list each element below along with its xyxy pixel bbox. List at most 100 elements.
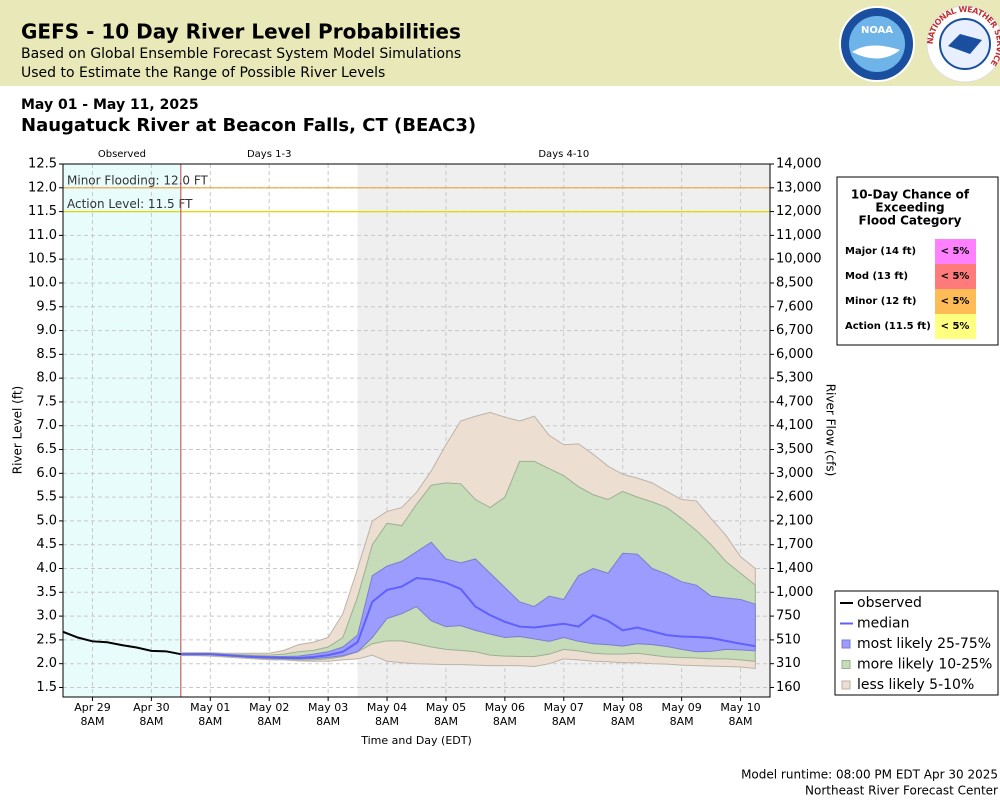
y2-tick-label: 160 [776,680,801,695]
legend-label: observed [857,595,922,611]
chance-value: < 5% [941,271,970,282]
x-tick-day: May 06 [485,701,525,714]
legend-label: more likely 10-25% [857,657,992,673]
x-tick-day: May 07 [544,701,584,714]
y2-tick-label: 14,000 [776,157,822,172]
y-tick-label: 4.5 [36,537,57,552]
y2-tick-label: 750 [776,609,801,624]
x-tick-label: May 01 8AM [190,701,230,728]
x-tick-day: May 03 [308,701,348,714]
x-tick-label: May 07 8AM [544,701,584,728]
y2-tick-label: 12,000 [776,204,822,219]
chance-cell [935,239,976,264]
plot-frame [62,163,771,698]
legend-box [834,590,999,696]
y2-tick-label: 4,700 [776,394,813,409]
x-tick-day: May 10 [720,701,760,714]
section-label: Days 4-10 [538,149,589,160]
flood-table: 10-Day Chance of Exceeding Flood Categor… [836,176,999,346]
plot: Observed Days 1-3 Days 4-10 1.5 2.0 2.5 3.0 3.5… [11,149,838,747]
date-range: May 01 - May 11, 2025 [21,97,199,113]
line [62,630,182,656]
y-tick-label: 8.0 [36,371,57,386]
y2-tick-label: 6,700 [776,323,813,338]
chance-cell [935,314,976,339]
noaa-logo: NOAA [839,6,915,82]
flood-table-title: 10-Day Chance of [851,188,970,202]
x-tick-label: May 09 8AM [662,701,702,728]
y2-tick-label: 1,700 [776,537,813,552]
y2-tick-label: 6,000 [776,347,813,362]
legend-label: most likely 25-75% [857,636,991,652]
y2-tick-label: 510 [776,632,801,647]
y-tick-label: 2.0 [36,656,57,671]
x-tick-day: May 01 [190,701,230,714]
flood-table-rows: Major (14 ft) < 5% Mod (13 ft) < 5% Minor (1… [845,239,976,339]
x-tick-hour: 8AM [139,715,163,728]
footer-center: Northeast River Forecast Center [805,784,998,798]
threshold-label: Minor Flooding: 12.0 FT [67,173,209,187]
category-label: Minor (12 ft) [845,296,916,307]
x-tick-label: May 08 8AM [603,701,643,728]
title: GEFS - 10 Day River Level Probabilities [21,20,461,44]
x-tick-hour: 8AM [611,715,635,728]
y-tick-label: 3.0 [36,609,57,624]
flood-table-title: Exceeding [875,201,944,215]
y2-tick-label: 1,000 [776,585,813,600]
y-tick-label: 7.5 [36,394,57,409]
y-tick-label: 11.5 [28,204,57,219]
y-tick-label: 6.5 [36,442,57,457]
y-tick-label: 10.0 [28,275,57,290]
category-label: Action (11.5 ft) [845,321,931,332]
category-label: Mod (13 ft) [845,271,908,282]
category-label: Major (14 ft) [845,246,916,257]
x-tick-label: May 04 8AM [367,701,407,728]
header-band [0,0,1000,86]
y2-tick-label: 3,500 [776,442,813,457]
legend: observed median most likely 25-75% more lik… [834,590,999,696]
x-tick-day: May 04 [367,701,407,714]
y2-tick-label: 7,600 [776,299,813,314]
x-tick-hour: 8AM [80,715,104,728]
section-label: Days 1-3 [247,149,291,160]
y-tick-label: 1.5 [36,680,57,695]
x-tick-label: May 06 8AM [485,701,525,728]
y2-tick-label: 10,000 [776,252,822,267]
y2-tick-label: 8,500 [776,275,813,290]
y2-tick-label: 2,100 [776,513,813,528]
x-tick-hour: 8AM [257,715,281,728]
section-shade [63,164,181,697]
chance-value: < 5% [941,321,970,332]
nws-logo: NATIONAL WEATHER SERVICE [925,4,1000,83]
legend-label: less likely 5-10% [857,677,974,693]
x-axis-label: Time and Day (EDT) [360,734,472,747]
x-tick-hour: 8AM [316,715,340,728]
y-tick-label: 8.5 [36,347,57,362]
x-tick-hour: 8AM [434,715,458,728]
chance-value: < 5% [941,296,970,307]
y-tick-label: 9.5 [36,299,57,314]
band [180,541,756,660]
x-tick-label: May 02 8AM [249,701,289,728]
x-tick-hour: 8AM [198,715,222,728]
x-tick-day: May 05 [426,701,466,714]
chance-value: < 5% [941,246,970,257]
y-tick-label: 5.0 [36,513,57,528]
subtitle: Used to Estimate the Range of Possible R… [21,65,385,81]
y-axis-label: River Level (ft) [11,386,25,474]
y-tick-label: 11.0 [28,228,57,243]
y2-tick-label: 13,000 [776,180,822,195]
x-tick-day: Apr 30 [133,701,170,714]
subtitle: Based on Global Ensemble Forecast System… [21,46,461,62]
x-tick-hour: 8AM [729,715,753,728]
y2-axis-label: River Flow (cfs) [824,384,838,477]
x-tick-label: Apr 30 8AM [133,701,170,728]
y2-tick-label: 1,400 [776,561,813,576]
legend-label: median [857,616,909,632]
x-tick-hour: 8AM [670,715,694,728]
chance-cell [935,289,976,314]
flood-table-title: Flood Category [859,214,962,228]
y-tick-label: 6.0 [36,466,57,481]
y-tick-label: 5.5 [36,490,57,505]
